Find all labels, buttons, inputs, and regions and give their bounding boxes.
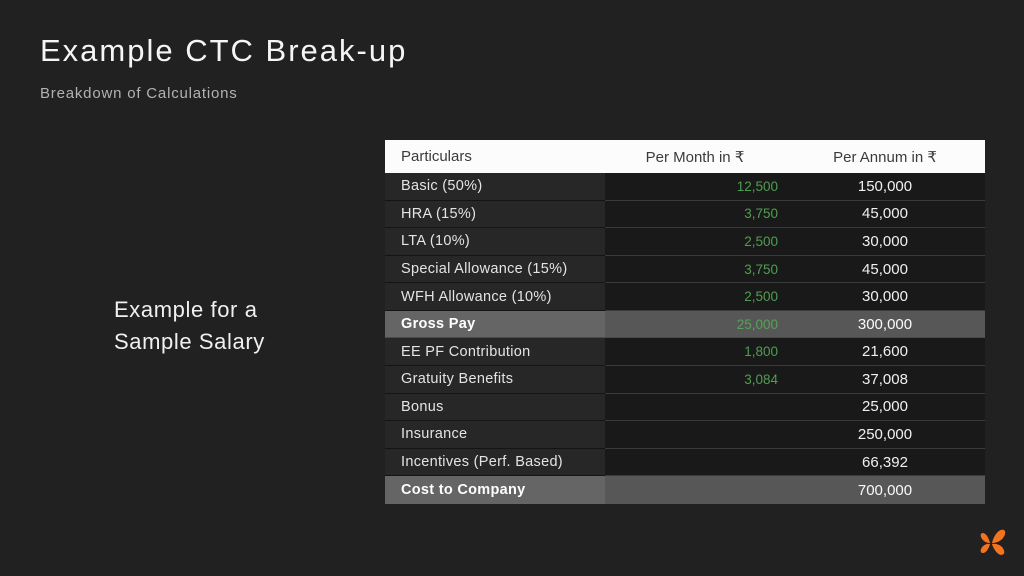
per-month-cell: [605, 393, 785, 422]
per-annum-cell: 150,000: [785, 173, 985, 201]
per-month-cell: 1,800: [605, 338, 785, 367]
particulars-cell: Incentives (Perf. Based): [385, 448, 605, 477]
side-note: Example for a Sample Salary: [114, 294, 265, 358]
table-row: Incentives (Perf. Based) 66,392: [385, 448, 985, 477]
per-month-cell: 3,084: [605, 366, 785, 394]
butterfly-logo-icon: [980, 529, 1006, 555]
particulars-cell: LTA (10%): [385, 228, 605, 256]
per-month-cell: 25,000: [605, 310, 785, 339]
table-row: Gross Pay 25,000 300,000: [385, 310, 985, 339]
slide-title: Example CTC Break-up: [40, 33, 408, 68]
particulars-cell: Bonus: [385, 393, 605, 422]
table-row: LTA (10%) 2,500 30,000: [385, 228, 985, 256]
table-row: WFH Allowance (10%) 2,500 30,000: [385, 283, 985, 311]
table-body: Basic (50%) 12,500 150,000 HRA (15%) 3,7…: [385, 173, 985, 504]
particulars-cell: Cost to Company: [385, 476, 605, 504]
table-header-row: Particulars Per Month in ₹ Per Annum in …: [385, 140, 985, 173]
particulars-cell: Insurance: [385, 421, 605, 449]
table-row: Cost to Company 700,000: [385, 476, 985, 504]
per-annum-cell: 30,000: [785, 283, 985, 311]
table-row: HRA (15%) 3,750 45,000: [385, 200, 985, 229]
particulars-cell: Gratuity Benefits: [385, 366, 605, 394]
per-month-cell: 2,500: [605, 228, 785, 256]
particulars-cell: Basic (50%): [385, 173, 605, 201]
table-row: Bonus 25,000: [385, 393, 985, 422]
per-annum-cell: 250,000: [785, 421, 985, 449]
table-row: Gratuity Benefits 3,084 37,008: [385, 366, 985, 394]
salary-table: Particulars Per Month in ₹ Per Annum in …: [385, 140, 985, 504]
particulars-cell: HRA (15%): [385, 200, 605, 229]
per-month-cell: 12,500: [605, 173, 785, 201]
side-note-line1: Example for a: [114, 297, 258, 322]
table-header-per-month: Per Month in ₹: [645, 148, 745, 166]
particulars-cell: Gross Pay: [385, 310, 605, 339]
particulars-cell: Special Allowance (15%): [385, 255, 605, 284]
per-month-cell: 3,750: [605, 255, 785, 284]
per-annum-cell: 37,008: [785, 366, 985, 394]
particulars-cell: EE PF Contribution: [385, 338, 605, 367]
per-annum-cell: 45,000: [785, 200, 985, 229]
table-row: Insurance 250,000: [385, 421, 985, 449]
per-annum-cell: 30,000: [785, 228, 985, 256]
per-month-cell: 3,750: [605, 200, 785, 229]
per-annum-cell: 700,000: [785, 476, 985, 504]
per-annum-cell: 300,000: [785, 310, 985, 339]
table-header-particulars: Particulars: [401, 148, 472, 165]
per-month-cell: [605, 476, 785, 504]
table-header-per-annum: Per Annum in ₹: [833, 148, 937, 166]
particulars-cell: WFH Allowance (10%): [385, 283, 605, 311]
slide-subtitle: Breakdown of Calculations: [40, 85, 238, 102]
table-row: EE PF Contribution 1,800 21,600: [385, 338, 985, 367]
per-month-cell: [605, 448, 785, 477]
table-row: Basic (50%) 12,500 150,000: [385, 173, 985, 201]
per-month-cell: 2,500: [605, 283, 785, 311]
per-annum-cell: 25,000: [785, 393, 985, 422]
side-note-line2: Sample Salary: [114, 329, 265, 354]
per-annum-cell: 45,000: [785, 255, 985, 284]
per-month-cell: [605, 421, 785, 449]
per-annum-cell: 66,392: [785, 448, 985, 477]
table-row: Special Allowance (15%) 3,750 45,000: [385, 255, 985, 284]
per-annum-cell: 21,600: [785, 338, 985, 367]
